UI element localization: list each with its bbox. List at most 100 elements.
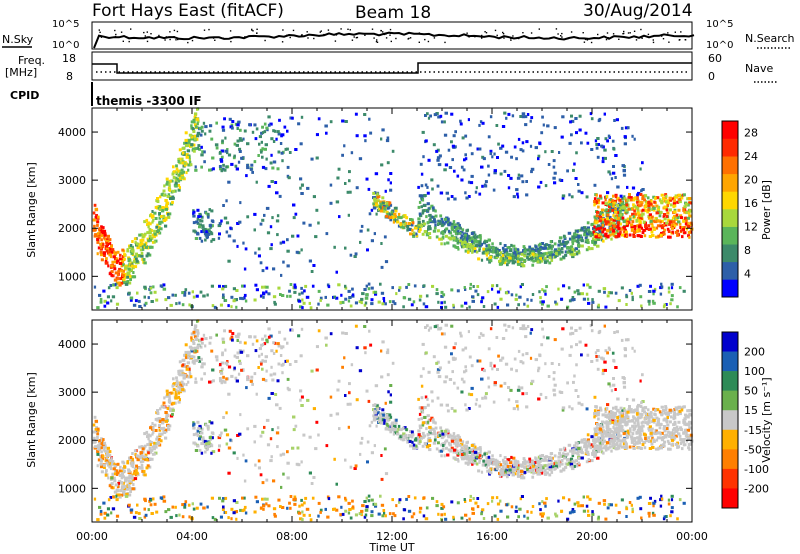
velocity-point [329,395,333,399]
power-point [606,195,609,199]
velocity-point [302,433,306,437]
power-point [208,224,212,228]
power-point [122,281,126,285]
noise-search-point [583,41,586,43]
power-point [175,171,178,175]
velocity-point [375,415,379,419]
power-point [470,152,474,156]
velocity-point [203,362,206,366]
power-point [205,230,209,234]
power-point [450,225,455,229]
velocity-point [164,436,168,440]
power-point [338,215,341,219]
power-point [183,163,187,167]
noise-search-point [484,31,486,33]
power-point [440,120,444,124]
power-point [662,232,666,236]
power-point [379,200,382,204]
velocity-point [539,466,543,470]
power-point [544,292,547,296]
velocity-point [566,462,570,466]
power-point [452,220,456,224]
power-point [626,210,629,214]
noise-search-trace [98,28,687,44]
power-point [363,303,367,307]
velocity-point [425,445,430,449]
noise-search-point [684,39,687,41]
velocity-point [156,435,159,439]
power-point [487,251,490,255]
power-point [349,304,353,308]
power-point [426,112,429,116]
power-point [487,135,491,139]
power-point [270,243,273,247]
power-point [192,149,196,153]
velocity-point [132,471,136,475]
velocity-point [520,474,524,478]
velocity-point [475,462,479,466]
velocity-point [596,456,600,460]
power-point [260,294,263,298]
velocity-point [558,451,562,455]
velocity-point [167,393,171,397]
power-point [156,200,160,203]
power-point [221,287,225,291]
power-point [659,220,662,224]
power-point [94,233,98,237]
velocity-point [135,469,138,473]
noise-search-point [652,41,655,44]
velocity-point [315,368,319,372]
power-point [527,257,530,261]
power-point [526,304,530,308]
power-point [631,298,634,302]
noise-search-point [327,29,330,31]
power-colorbar-segment [722,279,738,298]
velocity-point [539,459,542,463]
power-point [300,183,304,187]
velocity-point [167,427,171,431]
noise-search-point [408,37,410,40]
power-point [468,236,472,240]
power-point [519,148,523,152]
power-point [333,295,336,299]
power-point [585,238,589,242]
velocity-point [467,446,471,450]
power-point [569,120,572,124]
velocity-point [151,452,155,456]
power-point [467,195,471,198]
power-point [627,196,631,200]
power-point [286,294,289,298]
velocity-point [255,339,259,343]
power-point [561,242,565,246]
power-point [258,142,261,146]
velocity-point [187,352,191,356]
noise-sky-label: N.Sky [2,33,34,46]
power-point [468,245,473,249]
power-point [261,155,264,159]
velocity-point [329,332,333,336]
velocity-point [425,427,428,431]
velocity-point [281,371,284,375]
velocity-point [380,418,383,422]
power-point [143,261,147,265]
power-point [574,239,577,243]
power-point [504,248,508,252]
power-point [648,200,651,204]
velocity-point [501,469,505,473]
power-point [542,246,546,250]
velocity-point [221,379,225,383]
power-point [435,292,439,296]
power-point [652,206,656,210]
power-point [501,144,505,148]
power-point [594,233,597,236]
velocity-point [297,463,301,467]
power-point [246,142,250,146]
power-point [418,194,422,198]
power-point [391,149,395,153]
power-point [610,237,613,241]
power-point [118,257,122,261]
power-point [506,253,510,256]
power-point [507,112,511,116]
power-point [135,257,138,261]
power-point [381,128,385,132]
